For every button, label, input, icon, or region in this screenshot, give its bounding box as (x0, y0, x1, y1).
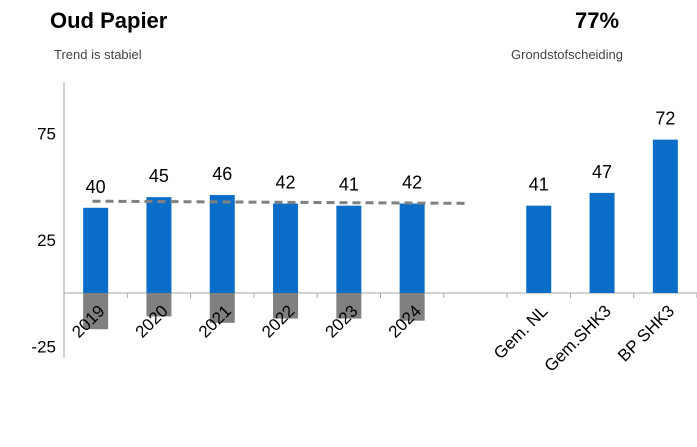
x-tick-label: Gem. NL (490, 301, 552, 363)
trendline (92, 199, 466, 205)
y-tick-label: 25 (37, 231, 56, 250)
data-label: 46 (212, 164, 232, 184)
chart-subtitle: Trend is stabiel (54, 47, 142, 62)
data-label: 40 (86, 177, 106, 197)
y-tick-label: 75 (37, 124, 56, 143)
data-label: 47 (592, 162, 612, 182)
data-label: 42 (276, 173, 296, 193)
bar (146, 197, 172, 293)
data-label: 72 (655, 109, 675, 129)
bar (652, 139, 678, 293)
bar (209, 195, 235, 293)
x-tick-label: BP SHK3 (614, 301, 678, 365)
kpi-value: 77% (575, 8, 620, 33)
negative-bar (146, 293, 172, 317)
bar (399, 203, 425, 293)
kpi-label: Grondstofscheiding (511, 47, 624, 62)
data-label: 45 (149, 166, 169, 186)
negative-bar (83, 293, 109, 330)
negative-bar (209, 293, 235, 323)
negative-bar (336, 293, 362, 319)
y-tick-label: -25 (31, 337, 56, 356)
data-label: 42 (402, 173, 422, 193)
data-label: 41 (339, 175, 359, 195)
negative-bar (399, 293, 425, 321)
bar (589, 192, 615, 293)
data-label: 41 (529, 175, 549, 195)
bar (273, 203, 299, 293)
negative-bar (273, 293, 299, 319)
chart-title: Oud Papier (50, 8, 168, 33)
bar (336, 205, 362, 293)
bar (526, 205, 552, 293)
x-tick-label: Gem.SHK3 (541, 301, 615, 375)
bar (83, 207, 109, 293)
